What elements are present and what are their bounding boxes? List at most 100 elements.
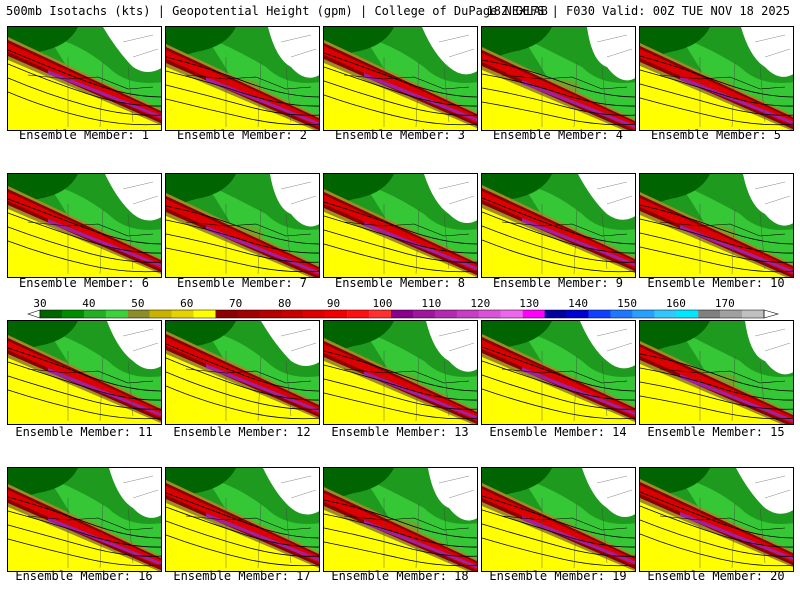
- ensemble-member-panel: [323, 467, 478, 572]
- colorbar-swatch: [544, 310, 567, 318]
- colorbar-swatch: [522, 310, 545, 318]
- colorbar-swatch: [259, 310, 282, 318]
- forecast-map: [166, 468, 319, 571]
- colorbar-tick-label: 110: [421, 297, 441, 310]
- colorbar-swatch: [654, 310, 677, 318]
- forecast-map: [482, 27, 635, 130]
- colorbar-tick-label: 120: [470, 297, 490, 310]
- colorbar-tick-label: 170: [715, 297, 735, 310]
- ensemble-member-label: Ensemble Member: 17: [173, 569, 311, 583]
- colorbar-tick-label: 150: [617, 297, 637, 310]
- ensemble-member-label: Ensemble Member: 11: [15, 425, 153, 439]
- ensemble-member-label: Ensemble Member: 18: [331, 569, 469, 583]
- forecast-map: [8, 27, 161, 130]
- colorbar-swatch: [105, 310, 128, 318]
- forecast-map: [482, 321, 635, 424]
- ensemble-member-panel: [481, 26, 636, 131]
- ensemble-member-label: Ensemble Member: 3: [334, 128, 466, 142]
- ensemble-member-panel: [639, 320, 794, 425]
- colorbar-swatch: [215, 310, 238, 318]
- colorbar-tick-label: 90: [327, 297, 340, 310]
- colorbar-swatch: [610, 310, 633, 318]
- colorbar-swatch: [698, 310, 721, 318]
- colorbar-swatch: [434, 310, 458, 318]
- colorbar-swatch: [632, 310, 655, 318]
- forecast-map: [324, 27, 477, 130]
- forecast-map: [166, 174, 319, 277]
- colorbar-swatch: [193, 310, 216, 318]
- ensemble-member-panel: [323, 320, 478, 425]
- ensemble-member-label: Ensemble Member: 6: [18, 276, 150, 290]
- colorbar-swatch: [325, 310, 348, 318]
- colorbar-swatch: [237, 310, 260, 318]
- model-valid-time: 18Z GEFS | F030 Valid: 00Z TUE NOV 18 20…: [486, 4, 790, 18]
- colorbar-swatch: [83, 310, 107, 318]
- ensemble-member-panel: [323, 26, 478, 131]
- forecast-map: [166, 321, 319, 424]
- forecast-map: [640, 468, 793, 571]
- forecast-map: [482, 468, 635, 571]
- colorbar-swatch: [500, 310, 523, 318]
- colorbar-swatch: [281, 310, 304, 318]
- ensemble-member-panel: [165, 173, 320, 278]
- colorbar-tick-label: 140: [568, 297, 588, 310]
- colorbar-swatch: [742, 310, 765, 318]
- ensemble-member-label: Ensemble Member: 2: [176, 128, 308, 142]
- colorbar-swatch: [347, 310, 370, 318]
- ensemble-member-panel: [481, 467, 636, 572]
- ensemble-member-label: Ensemble Member: 20: [647, 569, 785, 583]
- ensemble-member-panel: [323, 173, 478, 278]
- ensemble-member-panel: [165, 26, 320, 131]
- colorbar-swatch: [149, 310, 172, 318]
- colorbar-swatch: [369, 310, 392, 318]
- colorbar-swatch: [391, 310, 414, 318]
- colorbar-tick-label: 160: [666, 297, 686, 310]
- map-title: 500mb Isotachs (kts) | Geopotential Heig…: [6, 4, 548, 18]
- ensemble-member-label: Ensemble Member: 15: [647, 425, 785, 439]
- ensemble-member-panel: [639, 26, 794, 131]
- forecast-map: [640, 27, 793, 130]
- colorbar-swatch: [127, 310, 150, 318]
- colorbar-swatch: [303, 310, 326, 318]
- colorbar-swatch: [566, 310, 589, 318]
- forecast-map: [640, 321, 793, 424]
- ensemble-member-label: Ensemble Member: 14: [489, 425, 627, 439]
- ensemble-member-label: Ensemble Member: 7: [176, 276, 308, 290]
- colorbar-tick-label: 40: [82, 297, 95, 310]
- ensemble-member-label: Ensemble Member: 10: [647, 276, 785, 290]
- forecast-map: [324, 468, 477, 571]
- ensemble-member-label: Ensemble Member: 4: [492, 128, 624, 142]
- ensemble-member-label: Ensemble Member: 1: [18, 128, 150, 142]
- colorbar-tick-label: 50: [131, 297, 144, 310]
- colorbar-swatch: [40, 310, 63, 318]
- ensemble-member-panel: [165, 320, 320, 425]
- forecast-map: [8, 468, 161, 571]
- ensemble-member-panel: [481, 320, 636, 425]
- ensemble-member-label: Ensemble Member: 13: [331, 425, 469, 439]
- ensemble-member-panel: [639, 467, 794, 572]
- colorbar-swatch: [61, 310, 85, 318]
- ensemble-member-panel: [165, 467, 320, 572]
- ensemble-member-label: Ensemble Member: 16: [15, 569, 153, 583]
- colorbar-swatch: [676, 310, 699, 318]
- forecast-map: [8, 174, 161, 277]
- colorbar-tick-label: 60: [180, 297, 193, 310]
- colorbar-swatch: [720, 310, 743, 318]
- colorbar-swatch: [456, 310, 479, 318]
- forecast-map: [482, 174, 635, 277]
- ensemble-member-panel: [481, 173, 636, 278]
- colorbar-swatch: [171, 310, 194, 318]
- colorbar-swatch: [478, 310, 501, 318]
- ensemble-member-panel: [7, 173, 162, 278]
- forecast-map: [640, 174, 793, 277]
- ensemble-member-label: Ensemble Member: 5: [650, 128, 782, 142]
- colorbar-tick-label: 100: [372, 297, 392, 310]
- colorbar-swatch: [588, 310, 611, 318]
- ensemble-member-label: Ensemble Member: 8: [334, 276, 466, 290]
- colorbar-swatch: [412, 310, 436, 318]
- ensemble-member-panel: [639, 173, 794, 278]
- forecast-map: [166, 27, 319, 130]
- forecast-map: [324, 174, 477, 277]
- wind-speed-colorbar: 30 40 50 60 70 80 90 100 110 120 130 140 150 160 170: [27, 297, 780, 319]
- ensemble-member-panel: [7, 467, 162, 572]
